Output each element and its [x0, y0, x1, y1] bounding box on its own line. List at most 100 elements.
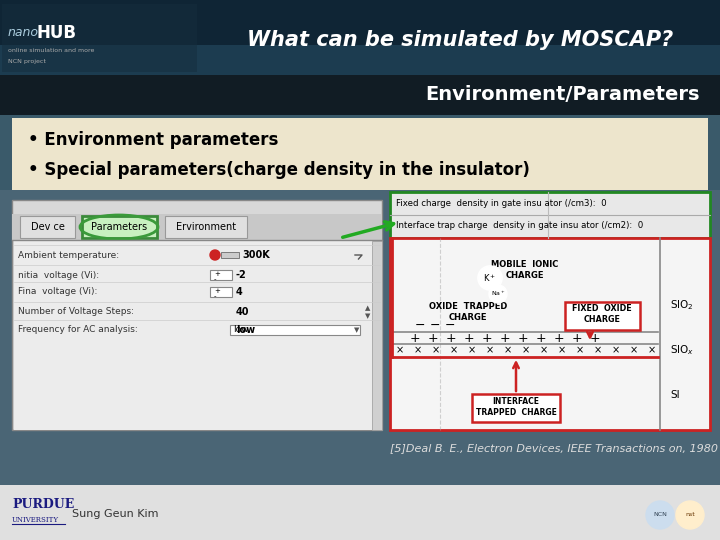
- Text: MOBILE  IONIC
CHARGE: MOBILE IONIC CHARGE: [491, 260, 559, 280]
- Text: ×: ×: [486, 345, 494, 355]
- FancyBboxPatch shape: [12, 200, 382, 430]
- Text: SIO$_x$: SIO$_x$: [670, 343, 694, 357]
- Text: ×: ×: [648, 345, 656, 355]
- Text: Dev ce: Dev ce: [30, 222, 64, 232]
- Text: nitia  voltage (Vi):: nitia voltage (Vi):: [18, 271, 99, 280]
- Text: +: +: [428, 332, 438, 345]
- Text: −: −: [430, 319, 440, 332]
- Text: SI: SI: [670, 390, 680, 400]
- Text: • Environment parameters: • Environment parameters: [28, 131, 279, 149]
- Text: +: +: [482, 332, 492, 345]
- Text: PURDUE: PURDUE: [12, 498, 74, 511]
- Text: ×: ×: [522, 345, 530, 355]
- Text: 4: 4: [236, 287, 243, 297]
- Circle shape: [210, 250, 220, 260]
- FancyBboxPatch shape: [165, 216, 247, 238]
- FancyBboxPatch shape: [0, 190, 720, 485]
- Text: −: −: [445, 319, 455, 332]
- Text: ×: ×: [450, 345, 458, 355]
- Text: +: +: [446, 332, 456, 345]
- Text: Parameters: Parameters: [91, 222, 148, 232]
- Text: SIO$_2$: SIO$_2$: [670, 298, 694, 312]
- Text: +: +: [518, 332, 528, 345]
- Text: ×: ×: [558, 345, 566, 355]
- Text: ▲: ▲: [365, 305, 371, 311]
- FancyBboxPatch shape: [0, 0, 720, 45]
- Text: −: −: [415, 319, 426, 332]
- Text: +: +: [214, 288, 220, 294]
- Text: K$^+$: K$^+$: [483, 272, 497, 284]
- FancyBboxPatch shape: [0, 0, 720, 75]
- Text: Frequency for AC analysis:: Frequency for AC analysis:: [18, 326, 138, 334]
- Text: Interface trap charge  density in gate insu ator (/cm2):  0: Interface trap charge density in gate in…: [396, 221, 643, 231]
- Text: NCN project: NCN project: [8, 59, 46, 64]
- Text: Fina  voltage (Vi):: Fina voltage (Vi):: [18, 287, 97, 296]
- Text: 300K: 300K: [242, 250, 270, 260]
- Text: ×: ×: [630, 345, 638, 355]
- FancyBboxPatch shape: [230, 325, 360, 335]
- FancyBboxPatch shape: [20, 216, 75, 238]
- Text: INTERFACE
TRAPPED  CHARGE: INTERFACE TRAPPED CHARGE: [476, 397, 557, 417]
- Text: +: +: [464, 332, 474, 345]
- Circle shape: [478, 266, 502, 290]
- Text: Number of Voltage Steps:: Number of Voltage Steps:: [18, 307, 134, 316]
- FancyBboxPatch shape: [210, 270, 232, 280]
- FancyBboxPatch shape: [221, 252, 239, 258]
- Text: [5]Deal B. E., Electron Devices, IEEE Transactions on, 1980: [5]Deal B. E., Electron Devices, IEEE Tr…: [390, 443, 718, 453]
- Text: Environment/Parameters: Environment/Parameters: [426, 85, 700, 105]
- Text: ×: ×: [594, 345, 602, 355]
- Circle shape: [676, 501, 704, 529]
- Text: FIXED  OXIDE
CHARGE: FIXED OXIDE CHARGE: [572, 305, 632, 323]
- FancyBboxPatch shape: [82, 216, 157, 238]
- FancyBboxPatch shape: [14, 241, 382, 430]
- Text: OXIDE  TRAPPED
CHARGE: OXIDE TRAPPED CHARGE: [429, 302, 507, 322]
- Text: low: low: [236, 325, 255, 335]
- Text: Ambient temperature:: Ambient temperature:: [18, 251, 119, 260]
- FancyBboxPatch shape: [12, 118, 708, 190]
- Text: +: +: [410, 332, 420, 345]
- FancyBboxPatch shape: [390, 238, 710, 430]
- Text: +: +: [590, 332, 600, 345]
- Text: Sung Geun Kim: Sung Geun Kim: [72, 509, 158, 519]
- Text: ×: ×: [468, 345, 476, 355]
- Text: Fixed charge  density in gate insu ator (/cm3):  0: Fixed charge density in gate insu ator (…: [396, 199, 607, 208]
- FancyBboxPatch shape: [390, 192, 710, 238]
- FancyBboxPatch shape: [210, 287, 232, 297]
- FancyBboxPatch shape: [372, 241, 382, 430]
- Text: ×: ×: [576, 345, 584, 355]
- Text: UNIVERSITY: UNIVERSITY: [12, 516, 59, 524]
- Circle shape: [489, 285, 507, 303]
- Text: HUB: HUB: [37, 24, 77, 42]
- Text: ×: ×: [612, 345, 620, 355]
- Text: ×: ×: [414, 345, 422, 355]
- Text: ×: ×: [432, 345, 440, 355]
- Text: +: +: [536, 332, 546, 345]
- Text: ▼: ▼: [354, 327, 360, 333]
- FancyBboxPatch shape: [0, 75, 720, 115]
- Text: ×: ×: [504, 345, 512, 355]
- Text: Na$^+$: Na$^+$: [491, 289, 505, 299]
- FancyBboxPatch shape: [2, 4, 197, 72]
- Text: nst: nst: [685, 512, 695, 517]
- Text: NCN: NCN: [653, 512, 667, 517]
- Text: ▼: ▼: [365, 313, 371, 319]
- Text: ×: ×: [540, 345, 548, 355]
- Text: -: -: [214, 276, 217, 282]
- Text: nano: nano: [8, 26, 39, 39]
- Text: online simulation and more: online simulation and more: [8, 48, 94, 52]
- Text: 40: 40: [236, 307, 250, 317]
- Text: +: +: [554, 332, 564, 345]
- Text: low: low: [233, 326, 248, 334]
- Text: +: +: [214, 271, 220, 277]
- Circle shape: [646, 501, 674, 529]
- Text: Ervironment: Ervironment: [176, 222, 236, 232]
- Text: • Special parameters(charge density in the insulator): • Special parameters(charge density in t…: [28, 161, 530, 179]
- Text: -: -: [214, 293, 217, 299]
- Text: +: +: [572, 332, 582, 345]
- Text: -2: -2: [236, 270, 247, 280]
- FancyBboxPatch shape: [565, 302, 640, 330]
- Text: +: +: [500, 332, 510, 345]
- FancyBboxPatch shape: [12, 214, 382, 240]
- FancyBboxPatch shape: [0, 485, 720, 540]
- Text: What can be simulated by MOSCAP?: What can be simulated by MOSCAP?: [247, 30, 673, 50]
